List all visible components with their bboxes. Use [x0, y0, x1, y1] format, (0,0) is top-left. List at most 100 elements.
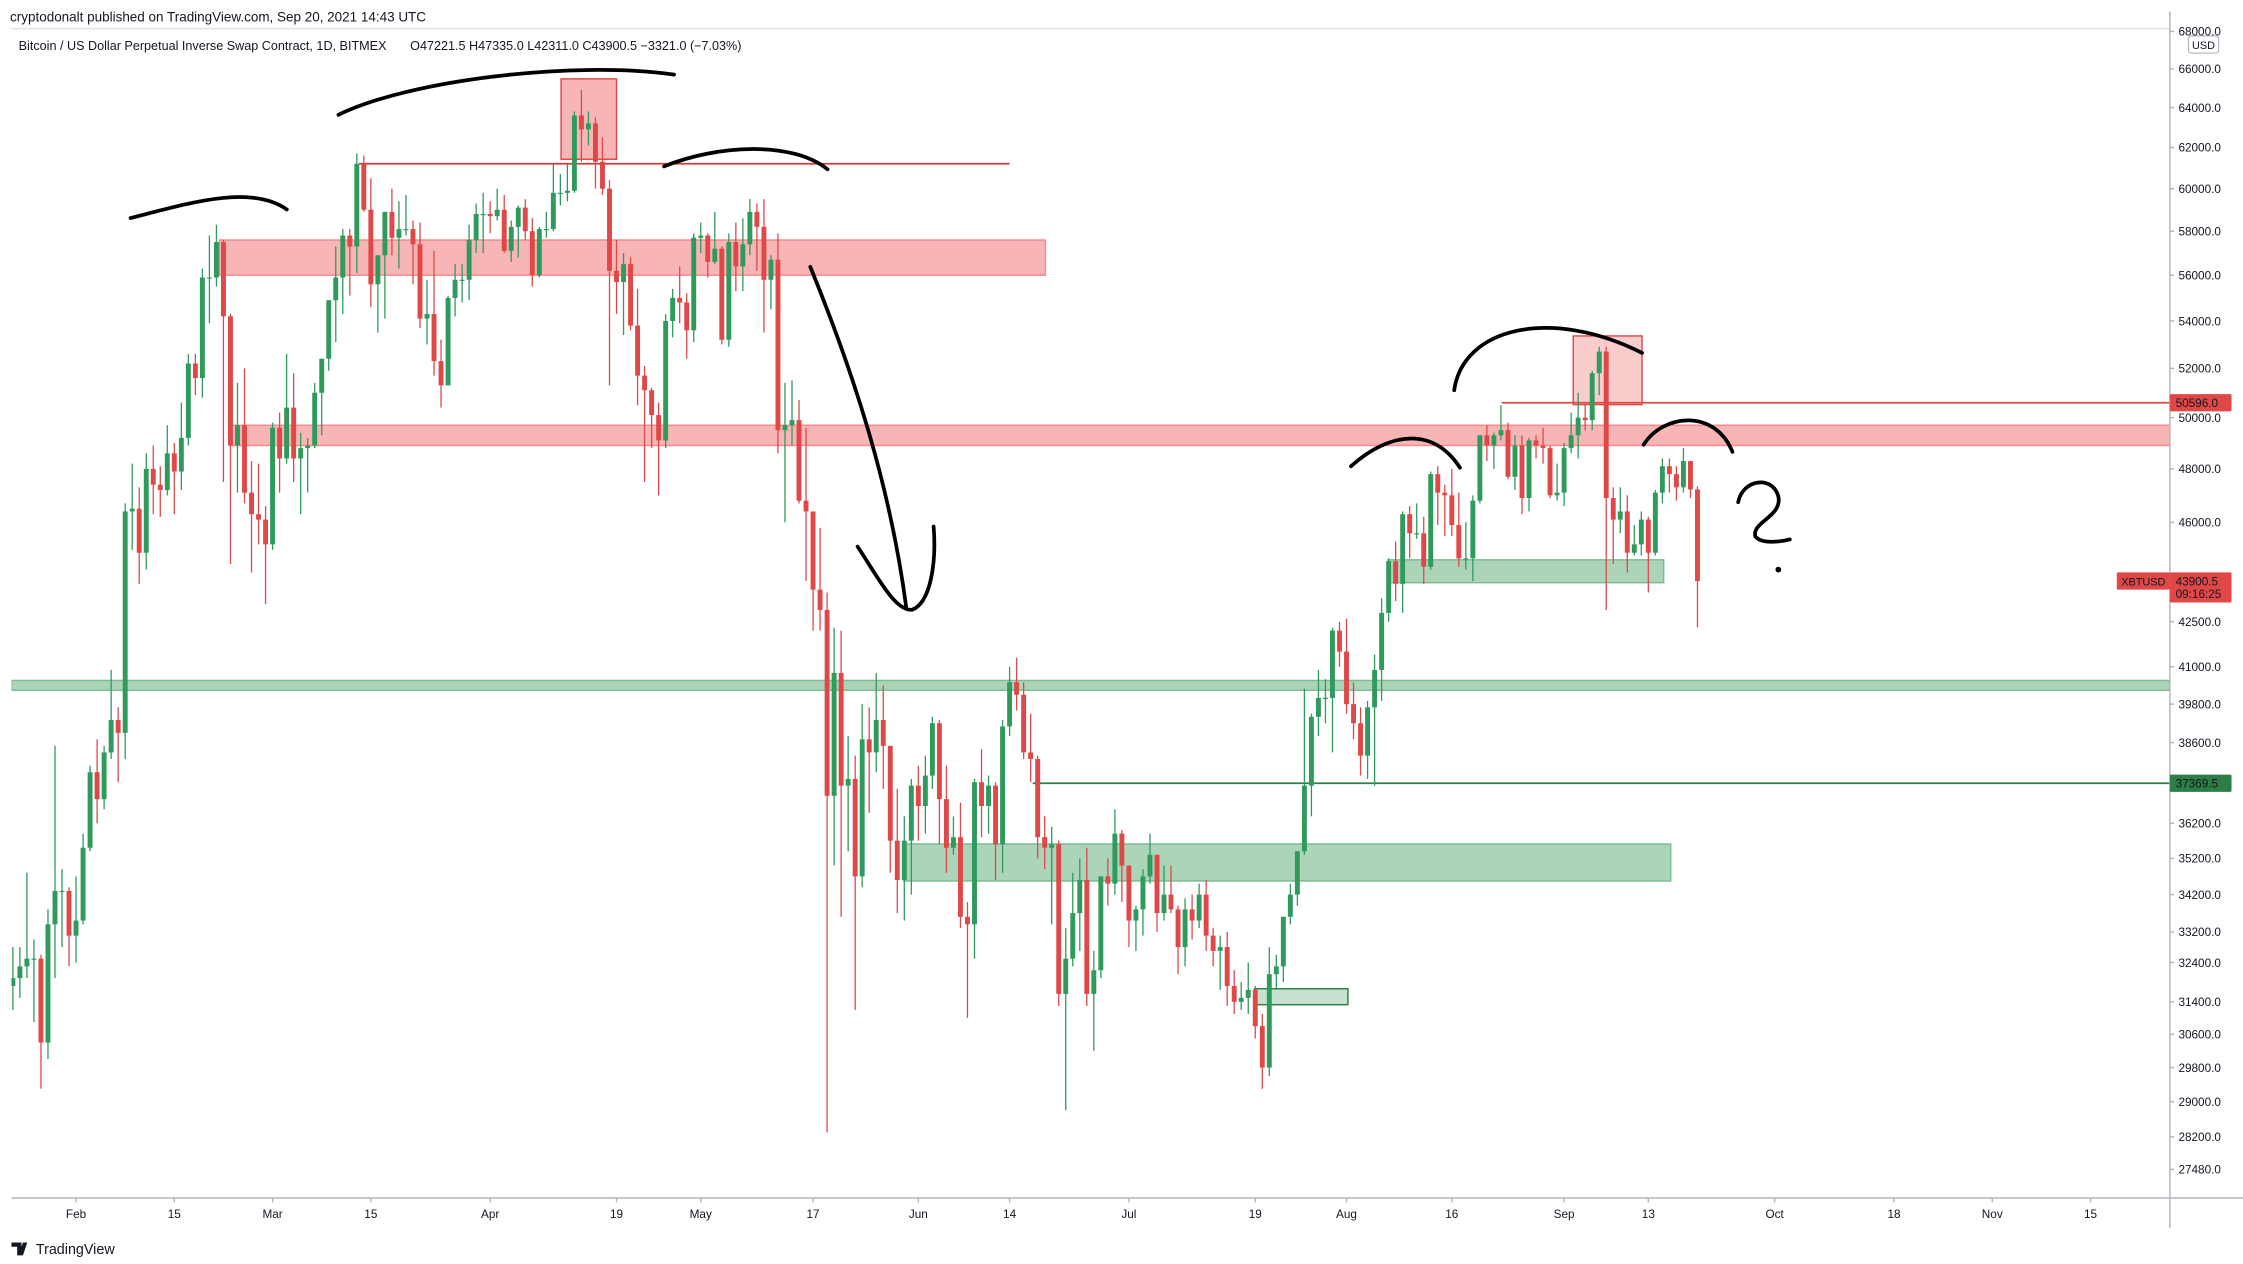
candle-body: [1315, 697, 1321, 717]
candle-body: [1519, 445, 1525, 498]
candle-body: [1070, 913, 1076, 959]
candle-body: [950, 837, 956, 848]
candle-body: [1280, 916, 1286, 967]
candle-body: [431, 314, 437, 362]
candle-body: [817, 589, 823, 610]
candle-body: [698, 235, 704, 238]
candle-body: [621, 264, 626, 283]
candle-body: [1301, 785, 1307, 852]
candle-body: [73, 920, 79, 936]
candle-body: [1505, 430, 1511, 477]
candle-body: [578, 115, 584, 130]
candle-body: [901, 840, 907, 880]
candle-body: [1449, 495, 1455, 526]
candle-body: [277, 427, 283, 459]
candle-body: [810, 511, 816, 590]
candle-body: [768, 259, 774, 280]
candle-body: [459, 279, 465, 281]
candle-body: [522, 207, 528, 232]
candle-body: [473, 214, 479, 240]
x-tick-label: Jun: [909, 1208, 928, 1221]
freehand-arc: [1452, 326, 1644, 393]
candle-body: [122, 511, 128, 733]
candle-body: [1372, 669, 1378, 708]
candle-body: [649, 390, 655, 416]
candle-body: [17, 966, 23, 979]
candle-body: [1252, 989, 1258, 1027]
candle-body: [543, 229, 549, 231]
candle-body: [929, 723, 935, 776]
candle-body: [859, 739, 865, 877]
y-tick-label: 64000.0: [2178, 102, 2221, 115]
candle-body: [607, 188, 612, 271]
candle-body: [1337, 630, 1342, 652]
candle-body: [1007, 682, 1013, 727]
y-tick-label: 34200.0: [2178, 889, 2221, 902]
candle-body: [1687, 461, 1693, 490]
candle-body: [585, 123, 591, 130]
last-price-label: 43900.5: [2176, 575, 2219, 588]
candle-body: [789, 420, 795, 426]
candle-body: [1463, 558, 1469, 560]
candle-body: [249, 492, 254, 515]
candle-body: [1098, 876, 1104, 971]
candle-body: [66, 890, 72, 936]
candle-body: [684, 302, 690, 331]
x-tick-label: 14: [1003, 1208, 1017, 1221]
candle-body: [452, 279, 458, 298]
candle-body: [199, 277, 205, 379]
candle-body: [1112, 833, 1118, 884]
y-tick-label: 56000.0: [2178, 270, 2221, 283]
candle-body: [38, 958, 44, 1043]
candle-body: [1105, 876, 1111, 884]
candle-body: [480, 214, 486, 216]
candle-body: [557, 192, 563, 194]
candle-body: [45, 924, 51, 1043]
candle-body: [1000, 726, 1006, 845]
candle-body: [1379, 612, 1385, 670]
candle-body: [417, 244, 423, 319]
candle-body: [1456, 525, 1462, 559]
candle-body: [1259, 1026, 1265, 1068]
price-line-label: 37369.5: [2176, 778, 2219, 791]
candle-body: [887, 745, 893, 841]
candle-body: [1477, 435, 1483, 501]
candle-body: [129, 508, 135, 512]
candle-body: [1189, 909, 1195, 921]
candle-body: [1196, 894, 1202, 921]
currency-box[interactable]: [2187, 35, 2220, 54]
candle-body: [157, 484, 163, 490]
x-tick-label: Nov: [1982, 1208, 2003, 1221]
candle-body: [536, 229, 542, 276]
candle-body: [445, 297, 451, 386]
candle-body: [389, 211, 395, 238]
publish-header: cryptodonalt published on TradingView.co…: [10, 10, 426, 25]
ohlc-legend: O47221.5 H47335.0 L42311.0 C43900.5 −332…: [410, 39, 741, 53]
candle-body: [614, 270, 619, 283]
candle-body: [1442, 492, 1448, 496]
candle-body: [52, 890, 58, 925]
x-tick-label: 17: [807, 1208, 820, 1221]
candle-body: [628, 264, 634, 326]
candle-body: [508, 226, 514, 251]
candle-body: [796, 420, 802, 501]
y-tick-label: 33200.0: [2178, 926, 2221, 939]
candle-body: [438, 361, 444, 386]
y-tick-label: 62000.0: [2178, 142, 2221, 155]
candle-body: [1421, 533, 1427, 567]
candle-body: [1393, 561, 1399, 584]
x-tick-label: Aug: [1336, 1208, 1357, 1221]
y-tick-label: 54000.0: [2178, 315, 2221, 328]
candle-body: [1568, 435, 1574, 449]
candle-body: [1091, 970, 1097, 994]
candle-body: [185, 363, 191, 438]
freehand-arc: [1349, 436, 1462, 470]
candle-body: [235, 425, 240, 446]
candle-body: [1245, 989, 1251, 998]
candle-body: [1147, 854, 1153, 877]
candle-body: [298, 448, 304, 459]
symbol-title: Bitcoin / US Dollar Perpetual Inverse Sw…: [19, 39, 387, 53]
candle-body: [340, 235, 346, 278]
candle-body: [1021, 694, 1027, 753]
candle-body: [1238, 997, 1244, 1002]
